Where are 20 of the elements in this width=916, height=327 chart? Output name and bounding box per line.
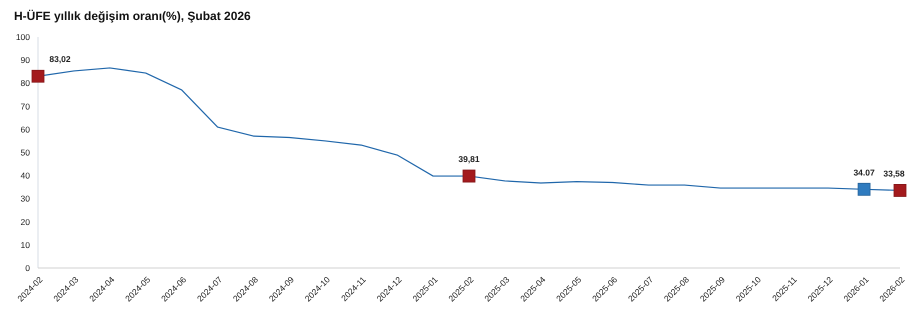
y-tick-label: 50 (20, 147, 30, 158)
data-label: 33,58 (883, 168, 905, 178)
point (462, 170, 476, 182)
chart-title: H-ÜFE yıllık değişim oranı(%), Şubat 2026 (14, 9, 252, 23)
y-tick-label: 60 (20, 124, 30, 134)
y-tick-label: 10 (20, 240, 30, 250)
data-label: 34.07 (853, 167, 875, 178)
data-label: 83,02 (49, 54, 71, 64)
y-tick-label: 80 (20, 78, 30, 88)
y-tick-label: 90 (20, 55, 30, 66)
point (858, 182, 870, 196)
point (32, 70, 44, 83)
data-label: 39,81 (458, 154, 480, 164)
y-tick-label: 20 (20, 216, 30, 227)
y-tick-label: 0 (25, 262, 30, 273)
point (894, 184, 906, 197)
y-tick-label: 30 (20, 194, 30, 204)
y-tick-label: 70 (20, 101, 30, 112)
y-tick-label: 40 (20, 170, 30, 181)
y-tick-label: 100 (16, 32, 30, 42)
